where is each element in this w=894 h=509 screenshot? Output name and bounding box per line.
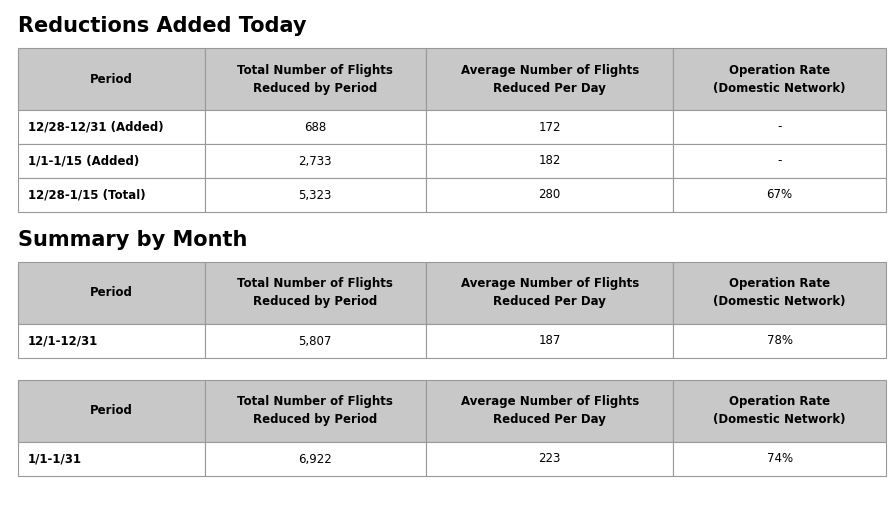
Bar xyxy=(673,178,886,212)
Text: 1/1-1/31: 1/1-1/31 xyxy=(28,453,82,466)
Text: Average Number of Flights
Reduced Per Day: Average Number of Flights Reduced Per Da… xyxy=(460,64,639,95)
Text: Operation Rate
(Domestic Network): Operation Rate (Domestic Network) xyxy=(713,64,846,95)
Bar xyxy=(205,380,426,442)
Text: 1/1-1/15 (Added): 1/1-1/15 (Added) xyxy=(28,155,139,167)
Text: 74%: 74% xyxy=(767,453,793,466)
Bar xyxy=(18,144,205,178)
Bar xyxy=(426,144,673,178)
Text: -: - xyxy=(778,121,782,133)
Text: 12/28-1/15 (Total): 12/28-1/15 (Total) xyxy=(28,188,146,202)
Bar xyxy=(426,262,673,324)
Text: 78%: 78% xyxy=(767,334,793,348)
Text: 172: 172 xyxy=(538,121,561,133)
Text: Total Number of Flights
Reduced by Period: Total Number of Flights Reduced by Perio… xyxy=(237,277,393,308)
Bar xyxy=(18,110,205,144)
Bar xyxy=(426,178,673,212)
Text: 187: 187 xyxy=(538,334,561,348)
Bar xyxy=(673,324,886,358)
Text: Operation Rate
(Domestic Network): Operation Rate (Domestic Network) xyxy=(713,277,846,308)
Bar xyxy=(673,442,886,476)
Bar xyxy=(205,178,426,212)
Text: 6,922: 6,922 xyxy=(299,453,333,466)
Text: 223: 223 xyxy=(538,453,561,466)
Bar xyxy=(205,110,426,144)
Text: Average Number of Flights
Reduced Per Day: Average Number of Flights Reduced Per Da… xyxy=(460,277,639,308)
Bar xyxy=(673,48,886,110)
Bar xyxy=(18,324,205,358)
Bar xyxy=(673,144,886,178)
Text: Period: Period xyxy=(90,405,132,417)
Text: 12/28-12/31 (Added): 12/28-12/31 (Added) xyxy=(28,121,164,133)
Bar xyxy=(673,380,886,442)
Text: -: - xyxy=(778,155,782,167)
Bar xyxy=(673,262,886,324)
Bar xyxy=(205,442,426,476)
Bar xyxy=(18,380,205,442)
Bar xyxy=(426,380,673,442)
Bar xyxy=(205,262,426,324)
Text: 67%: 67% xyxy=(767,188,793,202)
Bar xyxy=(426,48,673,110)
Text: 688: 688 xyxy=(304,121,326,133)
Text: Summary by Month: Summary by Month xyxy=(18,230,248,250)
Bar xyxy=(426,442,673,476)
Bar xyxy=(205,144,426,178)
Text: Period: Period xyxy=(90,287,132,299)
Text: Reductions Added Today: Reductions Added Today xyxy=(18,16,307,36)
Text: Period: Period xyxy=(90,72,132,86)
Bar xyxy=(18,178,205,212)
Text: 5,323: 5,323 xyxy=(299,188,332,202)
Bar xyxy=(205,48,426,110)
Bar xyxy=(673,110,886,144)
Bar xyxy=(18,48,205,110)
Text: 12/1-12/31: 12/1-12/31 xyxy=(28,334,98,348)
Text: 182: 182 xyxy=(538,155,561,167)
Text: Total Number of Flights
Reduced by Period: Total Number of Flights Reduced by Perio… xyxy=(237,64,393,95)
Text: Operation Rate
(Domestic Network): Operation Rate (Domestic Network) xyxy=(713,395,846,427)
Text: Average Number of Flights
Reduced Per Day: Average Number of Flights Reduced Per Da… xyxy=(460,395,639,427)
Bar xyxy=(18,262,205,324)
Bar xyxy=(205,324,426,358)
Bar xyxy=(18,442,205,476)
Text: 5,807: 5,807 xyxy=(299,334,332,348)
Bar xyxy=(426,110,673,144)
Bar xyxy=(426,324,673,358)
Text: 280: 280 xyxy=(538,188,561,202)
Text: 2,733: 2,733 xyxy=(299,155,332,167)
Text: Total Number of Flights
Reduced by Period: Total Number of Flights Reduced by Perio… xyxy=(237,395,393,427)
